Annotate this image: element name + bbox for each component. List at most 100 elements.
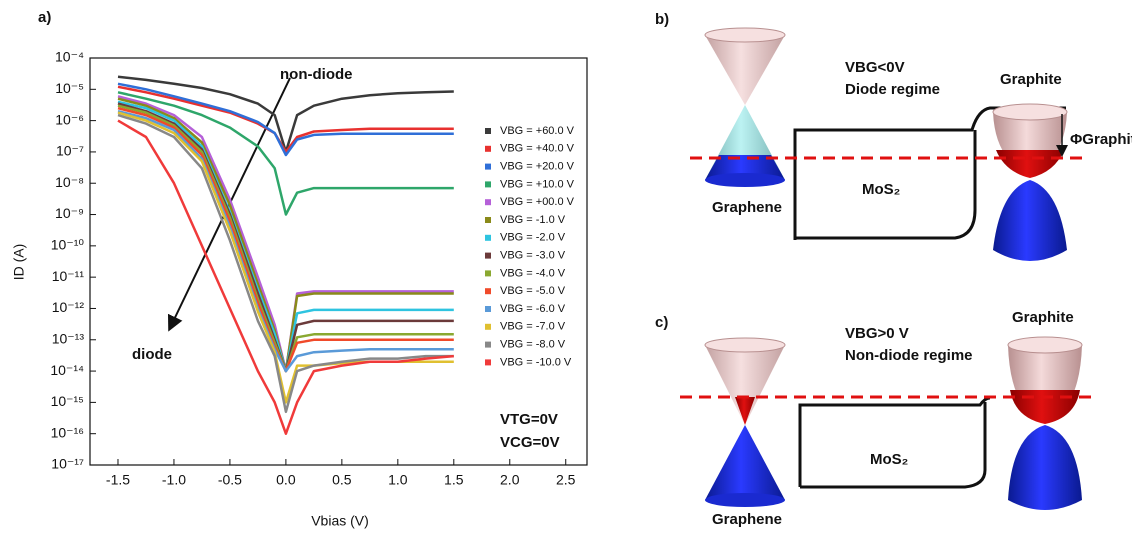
- data-line: [117, 85, 454, 154]
- condition: VBG>0 V: [845, 325, 909, 342]
- legend-label: VBG = -6.0 V: [500, 303, 566, 315]
- panel-label: a): [38, 9, 51, 26]
- legend-label: VBG = -3.0 V: [500, 250, 566, 262]
- legend-marker: [485, 270, 491, 277]
- x-tick-label: 1.0: [388, 472, 408, 488]
- legend-label: VBG = -7.0 V: [500, 321, 566, 333]
- band: [800, 402, 987, 489]
- legend-label: VBG = -10.0 V: [500, 356, 572, 368]
- graphite-band: [993, 180, 1067, 261]
- regime: Non-diode regime: [845, 347, 973, 364]
- y-tick-label: 10⁻⁷: [56, 143, 84, 159]
- material: Graphene: [712, 199, 782, 216]
- y-tick-label: 10⁻¹⁰: [51, 237, 85, 253]
- cone-top: [704, 27, 786, 43]
- band: [793, 106, 1040, 240]
- legend-label: VBG = +40.0 V: [500, 143, 575, 155]
- material: Graphene: [712, 511, 782, 528]
- cone: [705, 425, 785, 500]
- x-tick-label: 0.0: [276, 472, 296, 488]
- x-tick-label: -1.0: [162, 472, 186, 488]
- diagram-c: c) VBG>0 V Non-diode regime Graphite MoS…: [655, 309, 1092, 528]
- legend-marker: [485, 306, 491, 312]
- legend-label: VBG = -4.0 V: [500, 267, 566, 279]
- filled-states: [705, 155, 785, 180]
- legend-label: VBG = -5.0 V: [500, 285, 566, 297]
- x-axis-label: Vbias (V): [311, 513, 369, 529]
- y-axis-label: ID (A): [11, 244, 27, 281]
- legend-label: VBG = -2.0 V: [500, 232, 566, 244]
- data-line: [117, 113, 454, 414]
- condition: VBG<0V: [845, 59, 905, 76]
- material: Graphite: [1012, 309, 1074, 326]
- legend-marker: [485, 341, 491, 348]
- data-line: [117, 109, 454, 373]
- x-tick-label: 2.5: [556, 472, 576, 488]
- annotation: VCG=0V: [500, 434, 560, 451]
- plot-frame: [89, 57, 588, 466]
- legend-marker: [485, 359, 491, 366]
- x-tick-label: 2.0: [500, 472, 520, 488]
- cone-bottom: [705, 173, 785, 187]
- legend-label: VBG = +60.0 V: [500, 125, 575, 137]
- y-tick-label: 10⁻⁵: [55, 80, 84, 96]
- y-tick-label: 10⁻⁹: [55, 205, 84, 221]
- panel-label: c): [655, 314, 668, 331]
- legend-marker: [485, 217, 491, 223]
- y-tick-label: 10⁻¹⁴: [50, 362, 84, 378]
- cone-bottom: [705, 493, 785, 507]
- annotation: diode: [132, 346, 172, 363]
- y-tick-label: 10⁻⁸: [55, 174, 84, 190]
- cone-top: [704, 337, 786, 353]
- barrier: ΦGraphite: [1070, 131, 1132, 148]
- y-tick-label: 10⁻¹²: [52, 299, 85, 315]
- data-line: [117, 95, 454, 373]
- y-tick-label: 10⁻¹¹: [52, 268, 85, 284]
- legend-marker: [485, 128, 491, 134]
- cone: [705, 345, 785, 425]
- data-line: [117, 97, 454, 373]
- data-line: [117, 91, 454, 216]
- x-tick-label: -0.5: [218, 472, 242, 488]
- graphite-top: [992, 103, 1068, 121]
- annotation: VTG=0V: [500, 411, 558, 428]
- data-line: [117, 100, 454, 373]
- legend-marker: [485, 199, 491, 206]
- y-tick-label: 10⁻¹⁵: [51, 393, 84, 409]
- graphite-band: [1008, 425, 1082, 510]
- graphite-top: [1007, 336, 1083, 354]
- legend-label: VBG = -8.0 V: [500, 339, 566, 351]
- diagram-b: b) VBG<0V Diode regime Graphite ΦGraphit…: [655, 11, 1132, 261]
- legend-marker: [485, 252, 491, 259]
- cone: [705, 35, 785, 105]
- y-tick-label: 10⁻⁶: [55, 111, 84, 127]
- band: [798, 396, 991, 487]
- data-line: [117, 104, 454, 373]
- regime: Diode regime: [845, 81, 940, 98]
- y-tick-label: 10⁻¹³: [52, 330, 85, 346]
- material: MoS₂: [870, 451, 908, 468]
- x-tick-label: 1.5: [444, 472, 464, 488]
- legend-label: VBG = +10.0 V: [500, 178, 575, 190]
- data-line: [117, 102, 454, 373]
- data-line: [117, 119, 454, 435]
- legend-marker: [485, 323, 491, 330]
- filled-states: [996, 150, 1064, 178]
- legend-label: VBG = +00.0 V: [500, 196, 575, 208]
- y-tick-label: 10⁻¹⁶: [51, 424, 84, 440]
- x-tick-label: -1.5: [106, 472, 130, 488]
- x-tick-label: 0.5: [332, 472, 352, 488]
- legend-marker: [485, 288, 491, 295]
- material: Graphite: [1000, 71, 1062, 88]
- band: [795, 130, 977, 240]
- legend-marker: [485, 145, 491, 152]
- y-tick-label: 10⁻⁴: [55, 49, 84, 65]
- material: MoS₂: [862, 181, 900, 198]
- legend-marker: [485, 163, 491, 170]
- panel-label: b): [655, 11, 669, 28]
- filled-states: [735, 397, 755, 425]
- chart-panel: a) Vbias (V) ID (A) non-diode diode VTG=…: [11, 9, 588, 529]
- legend-label: VBG = +20.0 V: [500, 161, 575, 173]
